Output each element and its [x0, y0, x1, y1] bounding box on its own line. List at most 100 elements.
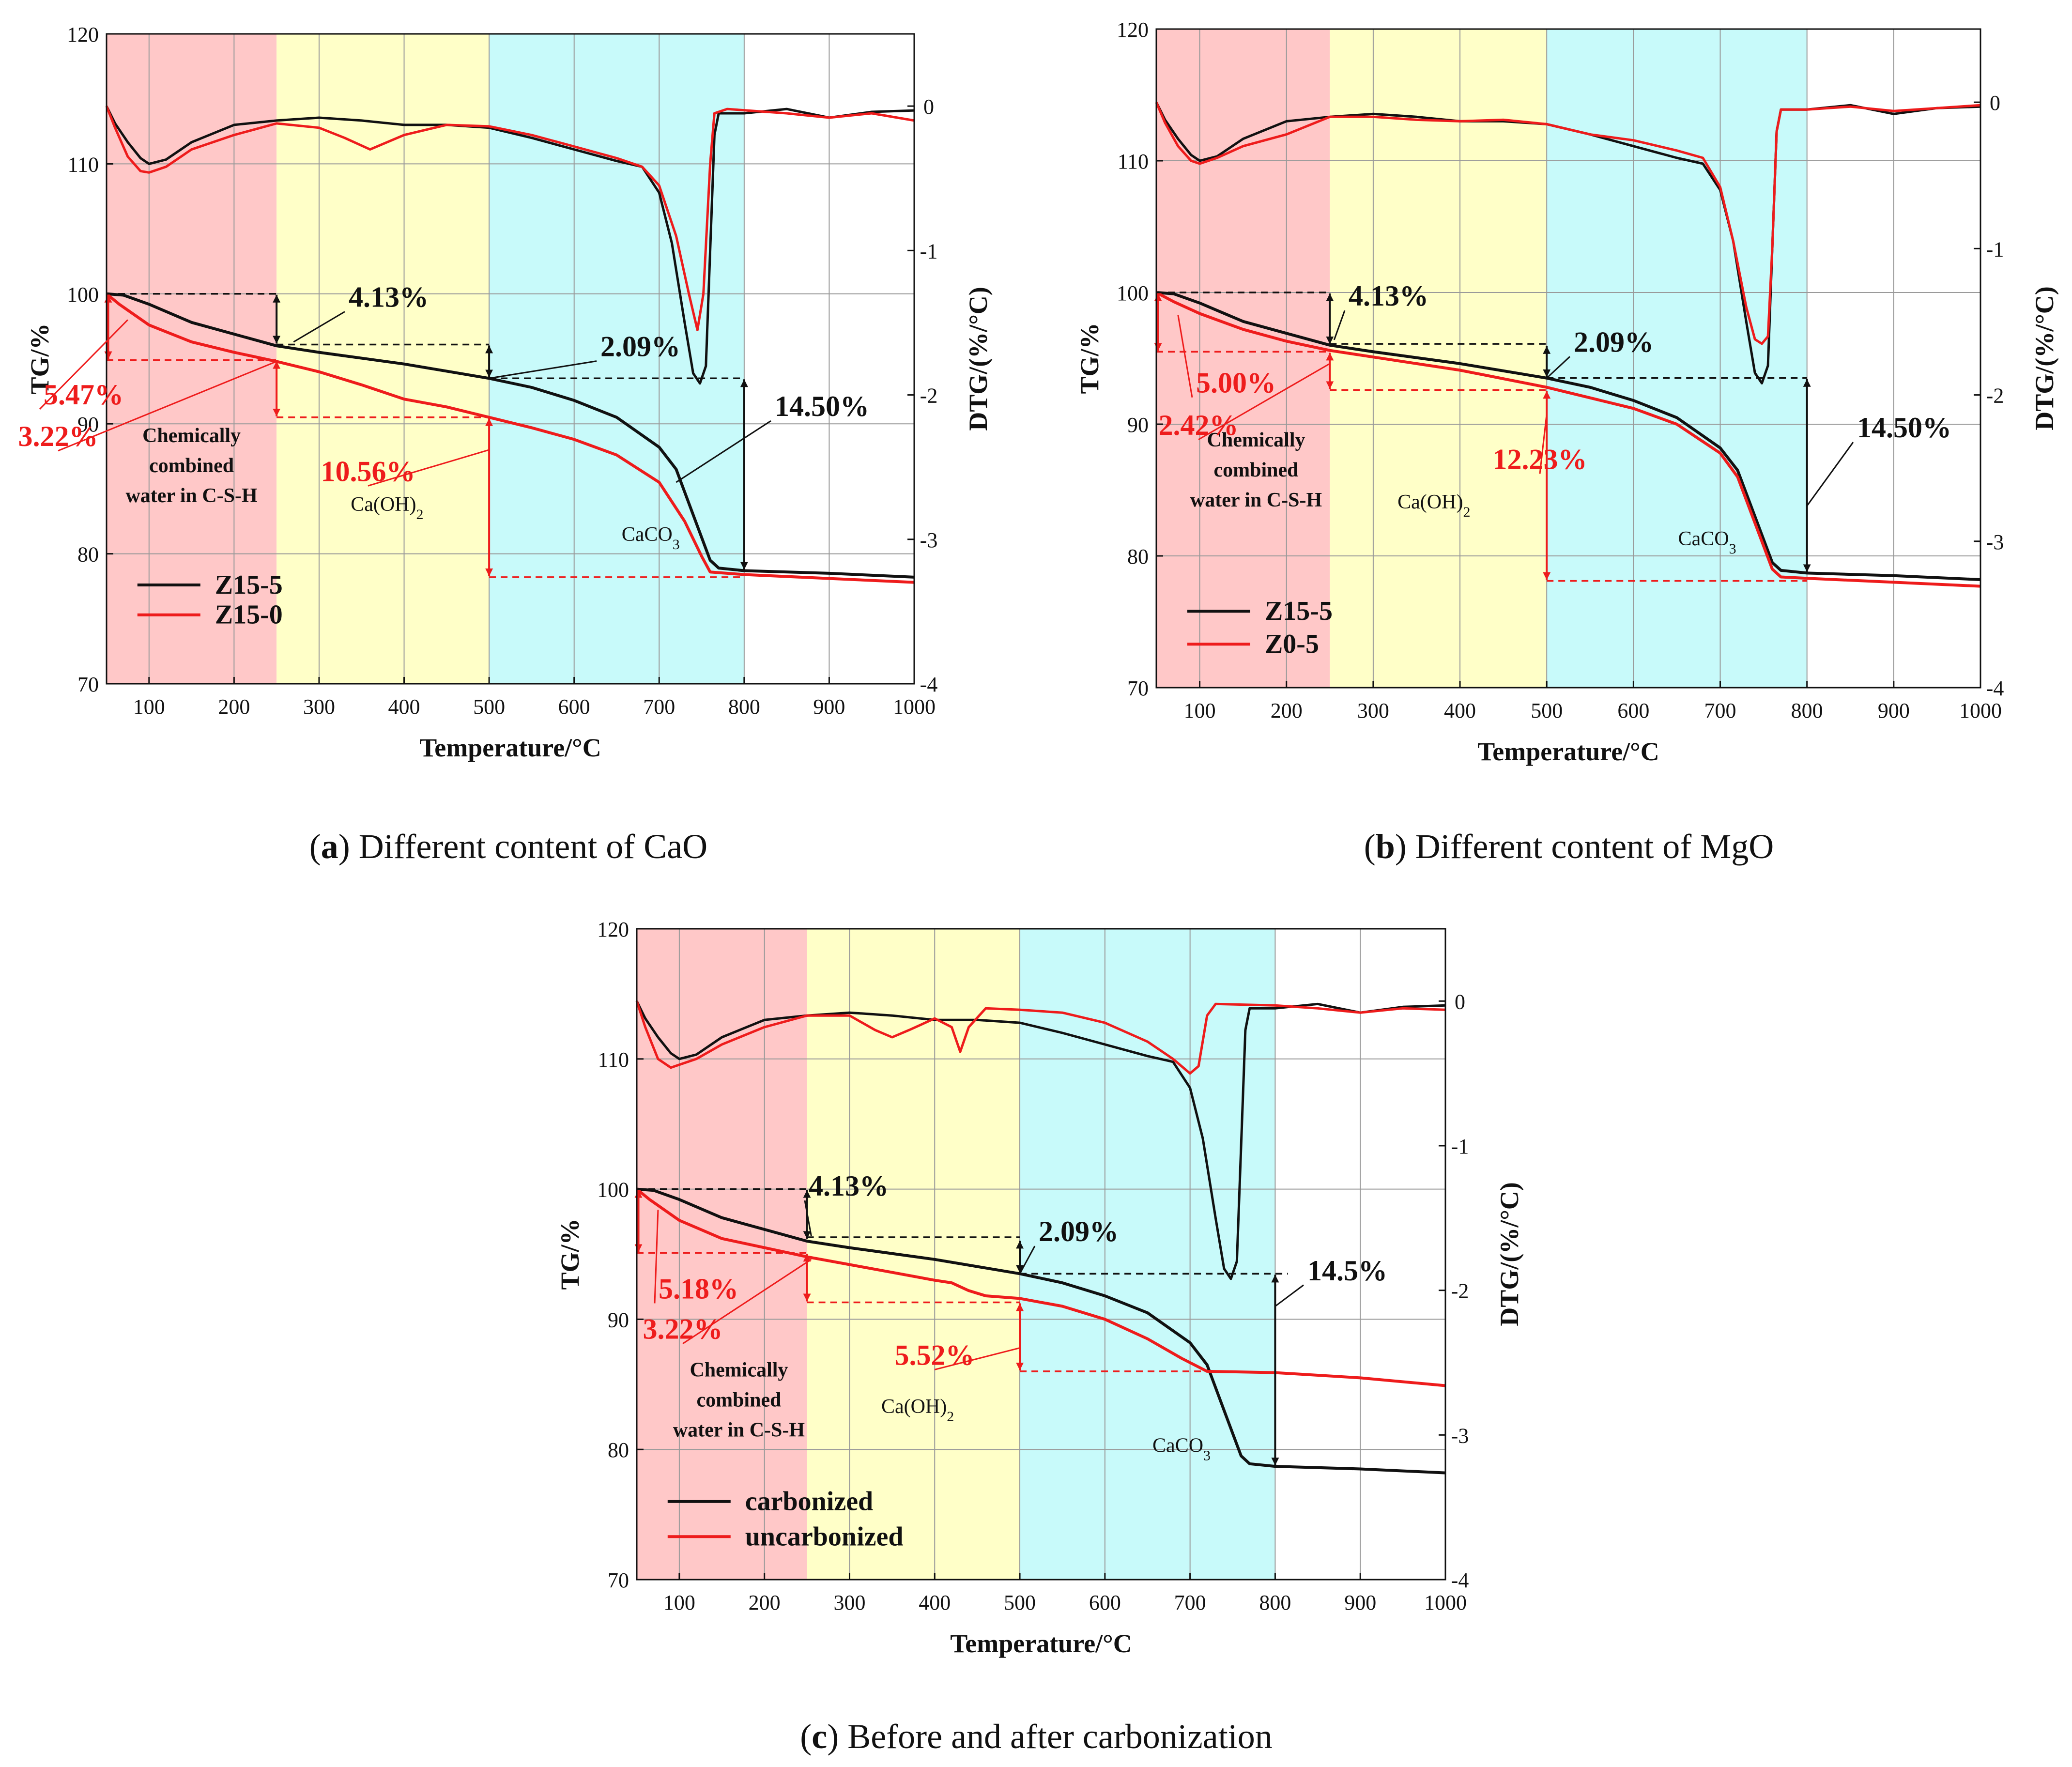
mass-loss-label: 10.56%	[321, 455, 415, 487]
y-right-tick-label: 0	[923, 95, 934, 119]
y-right-axis-title: DTG/(%/°C)	[1495, 1182, 1524, 1326]
dtg-curve-Z15-0	[105, 106, 915, 331]
mass-loss-label: 5.18%	[659, 1273, 738, 1305]
dtg-curve-carbonized	[635, 1000, 1446, 1280]
annotation-leader-line	[1806, 442, 1854, 507]
x-tick-label: 900	[813, 695, 845, 719]
region-band	[1330, 29, 1547, 688]
region-label-caco3: CaCO3	[622, 523, 680, 553]
tg-curve-Z15-5	[1156, 291, 1981, 581]
region-band	[1547, 29, 1807, 688]
region-label-csh: Chemically	[1207, 429, 1305, 451]
x-tick-label: 900	[1344, 1591, 1376, 1614]
y-right-axis-title: DTG/(%/°C)	[964, 287, 993, 431]
x-tick-label: 200	[749, 1591, 781, 1614]
y-left-axis-title: TG/%	[25, 323, 54, 394]
x-tick-label: 400	[388, 695, 420, 719]
y-right-tick-label: -3	[1986, 530, 2004, 554]
y-right-tick-label: -3	[920, 528, 938, 552]
mass-loss-label: 5.52%	[895, 1339, 975, 1371]
y-right-tick-label: -1	[920, 239, 938, 263]
mass-loss-label: 14.50%	[775, 390, 869, 422]
y-left-tick-label: 120	[597, 918, 629, 941]
plot-frame	[1155, 28, 1981, 689]
x-axis-title: Temperature/°C	[1477, 737, 1659, 766]
region-label-csh: water in C-S-H	[673, 1419, 805, 1442]
x-tick-label: 600	[558, 695, 590, 719]
x-tick-label: 1000	[893, 695, 936, 719]
region-label-caoh2: Ca(OH)2	[881, 1396, 954, 1425]
x-tick-label: 700	[1704, 699, 1736, 722]
mass-loss-label: 4.13%	[1349, 280, 1428, 312]
y-left-tick-label: 110	[598, 1048, 629, 1072]
region-label-caco3: CaCO3	[1678, 528, 1736, 557]
y-right-tick-label: -3	[1451, 1424, 1469, 1447]
y-left-tick-label: 70	[608, 1568, 629, 1592]
dtg-curve-Z15-5	[105, 105, 915, 385]
x-tick-label: 400	[1444, 699, 1476, 722]
tg-curve-Z15-5	[106, 292, 915, 579]
y-left-tick-label: 80	[1127, 545, 1149, 569]
panel-caption: (a) Different content of CaO	[309, 827, 707, 866]
panel-caption: (c) Before and after carbonization	[800, 1717, 1272, 1756]
x-tick-label: 500	[1531, 699, 1563, 722]
chart-panel-a: 100 200 300 400 500 600 700 800 900 1000708090100…	[18, 23, 993, 866]
mass-loss-label: 3.22%	[18, 420, 98, 452]
x-tick-label: 600	[1617, 699, 1649, 722]
plot-frame	[636, 928, 1446, 1581]
x-tick-label: 300	[833, 1591, 865, 1614]
x-tick-label: 1000	[1959, 699, 2002, 722]
annotation-leader-line	[1198, 363, 1331, 441]
x-axis-title: Temperature/°C	[950, 1629, 1132, 1658]
legend-label: Z15-0	[215, 600, 283, 630]
legend-label: carbonized	[745, 1487, 873, 1517]
x-tick-label: 700	[1174, 1591, 1206, 1614]
plot-frame	[106, 33, 915, 685]
y-right-tick-label: -4	[1451, 1568, 1469, 1592]
annotation-leader-line	[368, 449, 490, 487]
annotation-leader-line	[1177, 314, 1193, 398]
annotation-leader-line	[804, 1200, 812, 1236]
mass-loss-label: 5.47%	[44, 379, 123, 411]
y-left-axis-title: TG/%	[555, 1218, 584, 1290]
x-tick-label: 500	[1004, 1591, 1036, 1614]
x-tick-label: 400	[919, 1591, 951, 1614]
y-left-axis-title: TG/%	[1075, 323, 1104, 394]
annotation-leader-line	[1539, 414, 1548, 474]
mass-loss-label: 2.42%	[1159, 409, 1239, 441]
y-left-tick-label: 110	[1118, 150, 1149, 173]
legend-label: uncarbonized	[745, 1521, 904, 1552]
x-tick-label: 200	[218, 695, 250, 719]
region-band	[489, 34, 744, 684]
region-label-csh: combined	[1214, 459, 1299, 481]
chart-panel-c: 100 200 300 400 500 600 700 800 900 1000708090100…	[555, 918, 1524, 1756]
x-tick-label: 100	[133, 695, 165, 719]
region-band	[637, 929, 807, 1580]
y-left-tick-label: 120	[1117, 18, 1149, 42]
dtg-curve-uncarbonized	[635, 1000, 1446, 1075]
y-right-tick-label: -1	[1451, 1135, 1469, 1158]
chart-panel-b: 100 200 300 400 500 600 700 800 900 1000708090100…	[1075, 18, 2059, 866]
annotation-leader-line	[1546, 356, 1571, 379]
mass-loss-label: 4.13%	[349, 281, 429, 313]
tg-curve-carbonized	[636, 1187, 1446, 1475]
x-tick-label: 100	[663, 1591, 695, 1614]
y-left-tick-label: 70	[77, 673, 99, 696]
mass-loss-label: 3.22%	[643, 1313, 723, 1345]
region-label-csh: water in C-S-H	[1190, 489, 1322, 511]
x-tick-label: 100	[1184, 699, 1216, 722]
x-tick-label: 300	[1357, 699, 1389, 722]
region-band	[807, 929, 1020, 1580]
region-label-caco3: CaCO3	[1152, 1435, 1211, 1464]
mass-loss-label: 4.13%	[809, 1170, 889, 1202]
dtg-curve-Z0-5	[1155, 102, 1981, 345]
x-tick-label: 1000	[1424, 1591, 1467, 1614]
x-tick-label: 500	[473, 695, 505, 719]
y-left-tick-label: 100	[597, 1178, 629, 1202]
region-label-csh: combined	[149, 455, 234, 477]
mass-loss-label: 2.09%	[1574, 326, 1654, 358]
region-label-csh: water in C-S-H	[125, 485, 257, 507]
annotation-leader-line	[654, 1210, 659, 1304]
annotation-leader-line	[682, 1259, 812, 1344]
